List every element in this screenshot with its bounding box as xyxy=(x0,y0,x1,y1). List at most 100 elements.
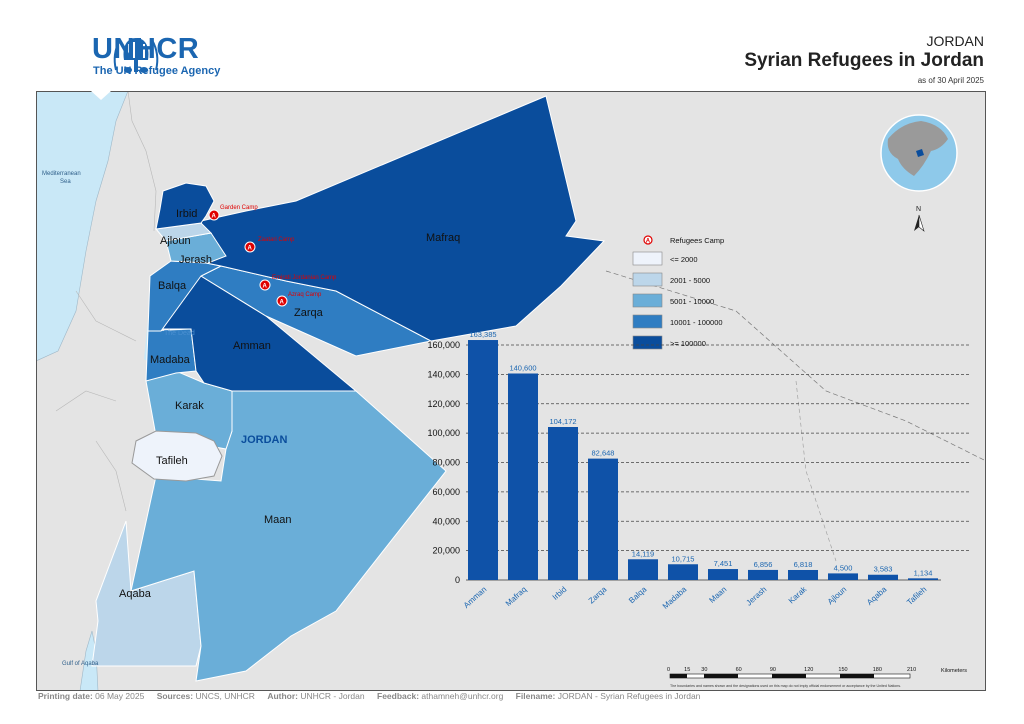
value-label-9: 4,500 xyxy=(834,563,853,572)
y-tick-label-4: 80,000 xyxy=(432,458,460,468)
value-label-1: 140,600 xyxy=(509,363,536,372)
bar-mafraq xyxy=(508,373,538,580)
label-mediterranean: Mediterranean Sea xyxy=(42,171,82,185)
globe-inset xyxy=(880,114,958,192)
footer-author-label: Author: xyxy=(267,691,298,701)
north-arrow-icon: N xyxy=(914,206,925,232)
legend-swatch-1 xyxy=(632,272,663,287)
camp-zaatari: A Zaatari Camp xyxy=(244,237,295,253)
camp-markers: A Garden Camp A Zaatari Camp A Emirati J… xyxy=(208,205,337,307)
y-tick-label-3: 60,000 xyxy=(432,487,460,497)
as-of-date: as of 30 April 2025 xyxy=(917,76,984,85)
label-ajloun: Ajloun xyxy=(160,235,191,247)
scale-tick-2: 30 xyxy=(701,667,707,673)
bar-irbid xyxy=(548,426,578,580)
unhcr-logo-icon xyxy=(113,38,159,73)
footer-feedback-label: Feedback: xyxy=(377,691,420,701)
country-heading: JORDAN xyxy=(926,33,984,49)
international-border xyxy=(605,270,986,462)
region-mafraq xyxy=(200,95,606,342)
north-label: N xyxy=(916,206,921,213)
footer-filename-label: Filename: xyxy=(515,691,556,701)
bar-aqaba xyxy=(868,574,898,580)
label-irbid: Irbid xyxy=(176,208,197,220)
legend-camp-label: Refugees Camp xyxy=(670,236,724,245)
scale-bar: 0 15 30 60 90 120 150 180 210 Kilometers The bou… xyxy=(667,667,967,688)
footer-sources-label: Sources: xyxy=(156,691,194,701)
y-tick-label-5: 100,000 xyxy=(427,428,460,438)
label-balqa: Balqa xyxy=(158,280,187,292)
value-label-7: 6,856 xyxy=(754,560,773,569)
value-label-5: 10,715 xyxy=(672,554,695,563)
label-maan: Maan xyxy=(264,514,292,526)
value-label-2: 104,172 xyxy=(549,417,576,426)
org-tagline: The UN Refugee Agency xyxy=(93,65,221,77)
svg-text:A: A xyxy=(280,300,285,306)
value-label-0: 163,385 xyxy=(469,330,496,339)
footer: Printing date: 06 May 2025 Sources: UNCS… xyxy=(38,691,700,701)
region-tafileh xyxy=(131,430,223,482)
bar-jerash xyxy=(748,569,778,580)
footer-sources-value: UNCS, UNHCR xyxy=(195,691,255,701)
mediterranean-sea xyxy=(36,91,129,362)
bar-amman xyxy=(468,340,498,580)
value-label-3: 82,648 xyxy=(592,449,615,458)
bar-karak xyxy=(788,569,818,580)
disclaimer: The boundaries and names shown and the d… xyxy=(670,684,901,688)
camp-label-emirati: Emirati Jordanian Camp xyxy=(272,275,337,281)
label-mediterranean-line-2: Sea xyxy=(60,179,71,185)
bar-tafileh xyxy=(908,578,938,580)
camp-legend-icon xyxy=(643,235,653,245)
svg-text:A: A xyxy=(646,239,651,245)
svg-text:A: A xyxy=(263,284,268,290)
map-legend: A Refugees Camp <= 2000 2001 - 5000 5001 -… xyxy=(632,235,724,350)
camp-label-zaatari: Zaatari Camp xyxy=(258,237,295,243)
camp-emirati: A Emirati Jordanian Camp xyxy=(259,275,337,291)
label-aqaba: Aqaba xyxy=(119,588,152,600)
y-tick-label-0: 0 xyxy=(455,575,460,585)
bar-maan xyxy=(708,569,738,580)
scale-tick-0: 0 xyxy=(667,667,670,673)
value-label-6: 7,451 xyxy=(714,559,733,568)
map-frame xyxy=(36,91,986,691)
bar-balqa xyxy=(628,559,658,580)
label-country: JORDAN xyxy=(241,434,288,446)
neighbour-borders xyxy=(55,91,157,512)
value-label-11: 1,134 xyxy=(914,568,933,577)
label-karak: Karak xyxy=(175,400,204,412)
scale-tick-7: 180 xyxy=(873,667,882,673)
svg-text:A: A xyxy=(248,246,253,252)
scale-tick-4: 90 xyxy=(770,667,776,673)
bar-madaba xyxy=(668,564,698,580)
frame-notch xyxy=(91,91,111,100)
scale-unit: Kilometers xyxy=(941,668,967,674)
legend-class-label-2: 5001 - 10000 xyxy=(670,297,714,306)
footer-filename-value: JORDAN - Syrian Refugees in Jordan xyxy=(557,691,701,701)
camp-azraq: A Azraq Camp xyxy=(276,292,322,307)
bar-ajloun xyxy=(828,573,858,580)
y-tick-label-1: 20,000 xyxy=(432,546,460,556)
scale-tick-1: 15 xyxy=(684,667,690,673)
y-tick-label-6: 120,000 xyxy=(427,399,460,409)
footer-printing-label: Printing date: xyxy=(38,691,93,701)
y-tick-label-2: 40,000 xyxy=(432,516,460,526)
y-tick-label-7: 140,000 xyxy=(427,369,460,379)
legend-class-label-0: <= 2000 xyxy=(670,255,698,264)
scale-tick-5: 120 xyxy=(804,667,813,673)
international-border-2 xyxy=(795,380,837,562)
label-mediterranean-line: Mediterranean xyxy=(42,171,81,177)
scale-tick-8: 210 xyxy=(907,667,916,673)
legend-swatch-2 xyxy=(632,293,663,308)
legend-swatch-0 xyxy=(632,251,663,266)
legend-swatch-3 xyxy=(632,314,663,329)
y-tick-label-8: 160,000 xyxy=(427,340,460,350)
value-label-10: 3,583 xyxy=(874,565,893,574)
scale-tick-6: 150 xyxy=(838,667,847,673)
label-zarqa: Zarqa xyxy=(294,307,324,319)
svg-text:A: A xyxy=(212,214,217,220)
footer-author-value: UNHCR - Jordan xyxy=(300,691,365,701)
region-irbid xyxy=(155,182,215,230)
label-amman: Amman xyxy=(233,340,271,352)
legend-class-label-3: 10001 - 100000 xyxy=(670,318,723,327)
region-maan xyxy=(130,390,447,682)
